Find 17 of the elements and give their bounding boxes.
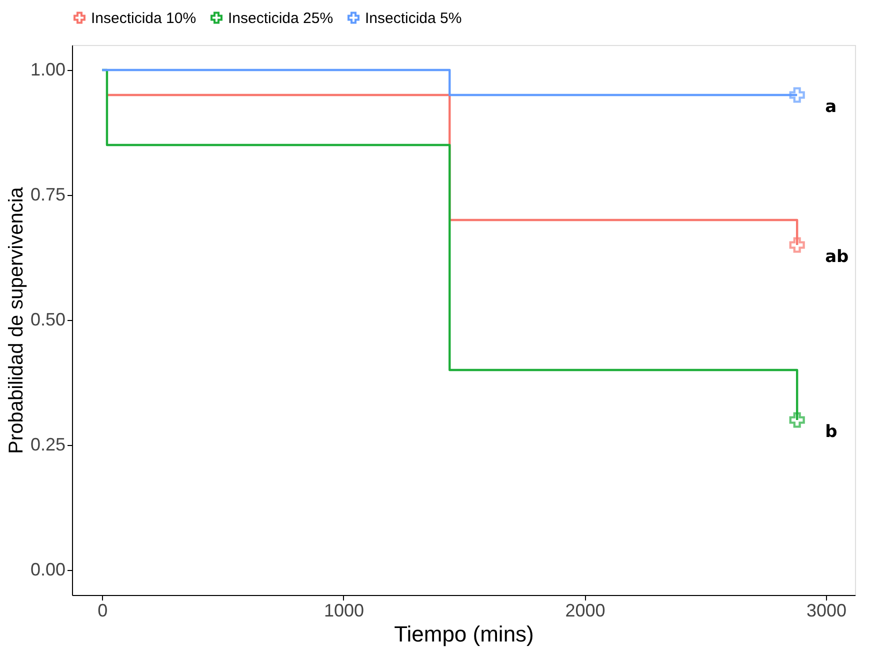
x-axis-title: Tiempo (mins) <box>394 622 534 646</box>
legend-label: Insecticida 5% <box>365 10 462 27</box>
annotation: ab <box>825 247 849 267</box>
annotation: a <box>825 97 837 117</box>
x-tick-label: 1000 <box>324 600 364 620</box>
y-tick-label: 1.00 <box>30 60 66 80</box>
x-tick-label: 3000 <box>806 600 847 620</box>
x-tick-label: 2000 <box>565 600 606 620</box>
legend-label: Insecticida 10% <box>91 10 196 27</box>
y-tick-label: 0.00 <box>30 560 66 580</box>
legend-label: Insecticida 25% <box>228 10 334 27</box>
y-tick-label: 0.50 <box>30 310 66 330</box>
x-tick-label: 0 <box>98 600 108 620</box>
y-axis-title: Probabilidad de supervivencia <box>5 186 28 454</box>
y-tick-label: 0.25 <box>30 434 66 454</box>
annotation: b <box>825 422 838 442</box>
y-tick-label: 0.75 <box>30 184 66 204</box>
